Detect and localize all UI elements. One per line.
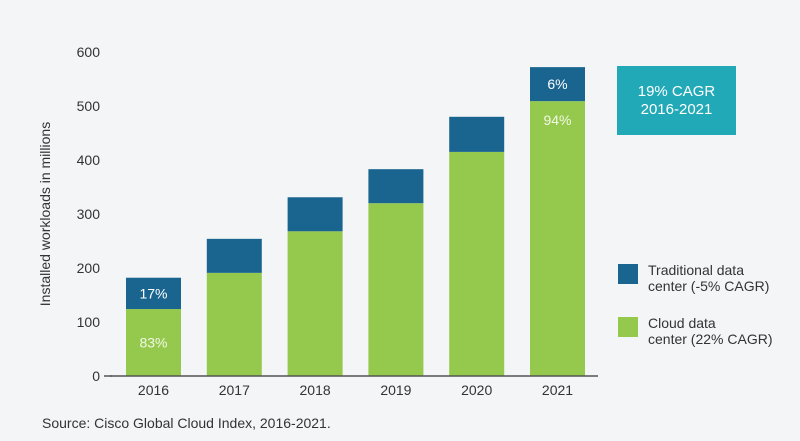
bar-segment-traditional xyxy=(530,67,585,102)
data-label-traditional: 17% xyxy=(139,285,167,301)
legend-label-cloud-line1: Cloud data xyxy=(648,315,716,331)
cagr-callout-line1: 19% CAGR xyxy=(637,82,716,100)
legend-swatch-cloud xyxy=(618,317,638,337)
data-label-traditional: 6% xyxy=(547,76,567,92)
y-axis-label: Installed workloads in millions xyxy=(37,122,53,306)
bar-segment-cloud xyxy=(449,151,505,376)
source-note: Source: Cisco Global Cloud Index, 2016-2… xyxy=(42,415,331,431)
x-tick-label: 2017 xyxy=(219,382,250,398)
bar-segment-cloud xyxy=(287,231,343,376)
legend-label-cloud-line2: center (22% CAGR) xyxy=(648,331,773,347)
y-tick-label: 200 xyxy=(77,260,101,276)
bar-segment-traditional xyxy=(368,169,424,204)
bar-segment-traditional xyxy=(206,238,262,273)
cagr-callout-line2: 2016-2021 xyxy=(640,100,713,118)
x-tick-label: 2021 xyxy=(542,382,573,398)
x-tick-label: 2016 xyxy=(138,382,169,398)
x-tick-label: 2018 xyxy=(300,382,331,398)
legend-swatch-traditional xyxy=(618,264,638,284)
cagr-callout-box: 19% CAGR 2016-2021 xyxy=(617,66,736,135)
y-tick-label: 0 xyxy=(92,368,100,384)
y-tick-label: 500 xyxy=(77,98,101,114)
bar-segment-cloud xyxy=(126,309,181,376)
bar-segment-cloud xyxy=(206,272,262,376)
legend-label-traditional-line1: Traditional data xyxy=(648,262,744,278)
bar-segment-traditional xyxy=(126,277,181,310)
bar-segment-traditional xyxy=(287,197,343,232)
legend-label-traditional-line2: center (-5% CAGR) xyxy=(648,278,770,294)
y-tick-label: 300 xyxy=(77,206,101,222)
data-label-cloud: 94% xyxy=(543,112,571,128)
y-tick-label: 600 xyxy=(77,44,101,60)
y-tick-label: 400 xyxy=(77,152,101,168)
bar-segment-traditional xyxy=(449,116,505,152)
bar-segment-cloud xyxy=(530,101,585,376)
data-label-cloud: 83% xyxy=(139,335,167,351)
x-tick-label: 2019 xyxy=(380,382,411,398)
x-tick-label: 2020 xyxy=(461,382,492,398)
y-tick-label: 100 xyxy=(77,314,101,330)
bar-segment-cloud xyxy=(368,203,424,376)
